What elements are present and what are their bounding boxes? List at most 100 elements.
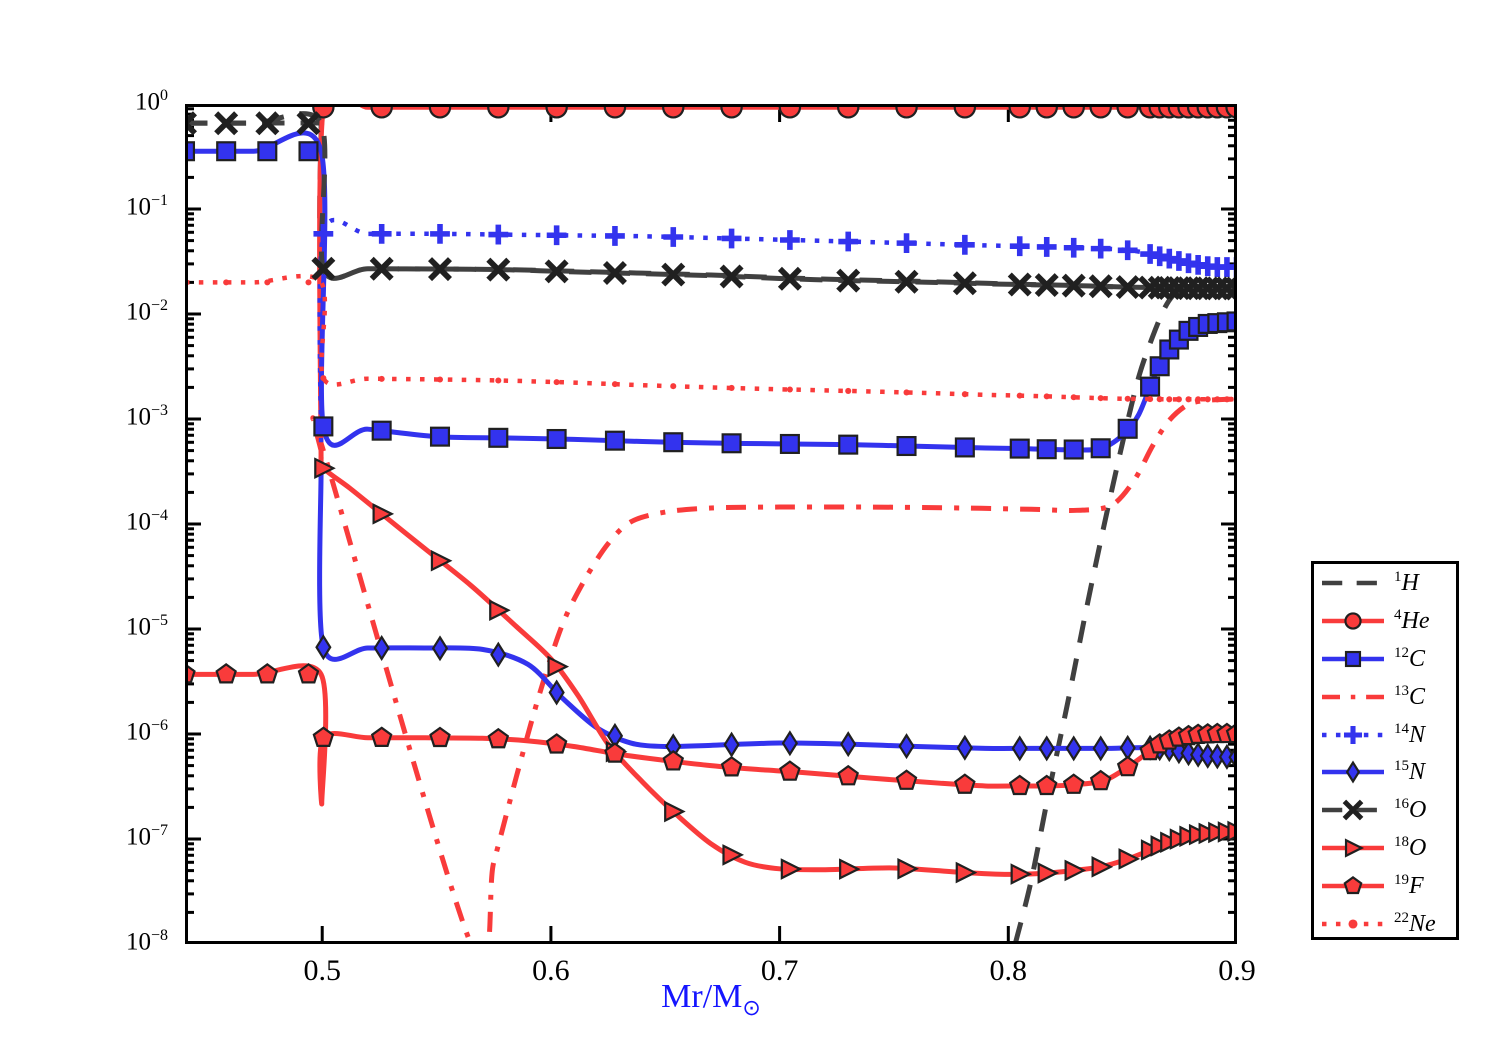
data-marker — [952, 271, 977, 296]
legend-item-16O[interactable]: 16O — [1314, 791, 1456, 829]
data-marker — [604, 430, 625, 451]
data-marker — [1034, 273, 1059, 298]
data-marker — [894, 269, 919, 294]
series-group — [185, 104, 1237, 944]
data-marker — [1204, 396, 1211, 403]
legend-item-18O[interactable]: 18O — [1314, 829, 1456, 867]
data-marker — [838, 231, 859, 252]
legend-item-4He[interactable]: 4He — [1314, 602, 1456, 640]
data-marker — [1092, 735, 1109, 762]
data-marker — [1036, 237, 1057, 257]
markers-16O — [185, 111, 1237, 301]
data-marker — [185, 111, 197, 136]
data-marker — [604, 742, 626, 763]
plot-area — [185, 104, 1237, 944]
data-marker — [372, 503, 395, 525]
data-marker — [428, 104, 452, 119]
data-marker — [954, 437, 975, 458]
data-marker — [1343, 725, 1363, 744]
markers-12C — [185, 141, 1237, 460]
data-marker — [436, 376, 444, 383]
data-marker — [256, 663, 279, 684]
legend-label-4He: 4He — [1394, 606, 1430, 634]
data-marker — [495, 377, 502, 384]
data-marker — [1038, 735, 1055, 762]
y-tick-label: 10−1 — [125, 192, 168, 221]
data-marker — [1091, 856, 1114, 878]
data-marker — [611, 381, 618, 388]
data-marker — [1344, 612, 1362, 630]
y-tick-label: 10−6 — [125, 717, 168, 746]
data-marker — [837, 104, 860, 119]
data-marker — [313, 416, 334, 437]
data-marker — [486, 257, 511, 282]
data-marker — [1097, 395, 1104, 402]
data-marker — [1156, 396, 1163, 403]
data-marker — [430, 549, 453, 572]
legend-sample-12C — [1322, 650, 1384, 667]
data-marker — [371, 223, 392, 244]
data-marker — [430, 223, 450, 244]
data-marker — [547, 655, 570, 678]
data-marker — [896, 435, 917, 457]
data-marker — [1065, 735, 1082, 762]
legend-item-12C[interactable]: 12C — [1314, 640, 1456, 678]
data-marker — [662, 104, 685, 119]
data-marker — [369, 256, 394, 281]
legend-item-13C[interactable]: 13C — [1314, 678, 1456, 716]
legend-item-22Ne[interactable]: 22Ne — [1314, 905, 1456, 943]
data-marker — [545, 104, 568, 119]
legend-item-14N[interactable]: 14N — [1314, 716, 1456, 754]
x-tick-label: 0.7 — [760, 954, 799, 987]
data-marker — [956, 734, 973, 761]
data-marker — [898, 733, 915, 760]
data-marker — [1036, 439, 1057, 460]
data-marker — [1089, 104, 1112, 119]
data-marker — [1009, 438, 1030, 459]
data-marker — [895, 769, 918, 790]
data-marker — [1009, 236, 1030, 257]
data-marker — [370, 726, 393, 747]
data-marker — [723, 731, 740, 758]
data-marker — [1064, 859, 1087, 882]
data-marker — [780, 230, 800, 250]
data-marker — [544, 259, 569, 284]
legend-item-1H[interactable]: 1H — [1314, 564, 1456, 602]
data-marker — [720, 755, 743, 777]
data-marker — [845, 387, 852, 394]
data-marker — [487, 727, 510, 749]
data-marker — [1011, 735, 1028, 762]
data-marker — [1062, 104, 1085, 119]
x-tick-label: 0.6 — [532, 954, 570, 987]
data-marker — [719, 264, 744, 289]
data-marker — [1088, 274, 1113, 299]
data-marker — [546, 428, 567, 450]
data-marker — [431, 635, 449, 662]
legend-label-16O: 16O — [1394, 796, 1427, 824]
legend-sample-16O — [1322, 799, 1384, 821]
x-tick-label: 0.8 — [989, 954, 1028, 987]
data-marker — [895, 104, 918, 119]
data-marker — [1063, 439, 1084, 460]
data-marker — [954, 773, 976, 794]
data-marker — [297, 663, 320, 684]
legend-label-14N: 14N — [1394, 720, 1426, 748]
y-tick-label: 10−5 — [125, 612, 168, 641]
legend-item-15N[interactable]: 15N — [1314, 753, 1456, 791]
data-marker — [903, 389, 910, 396]
data-marker — [1116, 104, 1139, 119]
legend-box: 1H 4He 12C 13C 14N 15N 16O 18O 19F 22Ne — [1311, 561, 1459, 940]
data-marker — [1175, 396, 1182, 403]
legend-sample-18O — [1322, 838, 1384, 858]
data-marker — [779, 760, 801, 781]
data-marker — [663, 227, 684, 247]
data-marker — [954, 234, 975, 255]
legend-item-19F[interactable]: 19F — [1314, 867, 1456, 905]
data-marker — [223, 279, 230, 286]
data-marker — [488, 427, 509, 448]
data-marker — [264, 279, 271, 286]
data-marker — [896, 233, 917, 254]
legend-sample-19F — [1322, 876, 1384, 895]
data-marker — [255, 111, 280, 136]
